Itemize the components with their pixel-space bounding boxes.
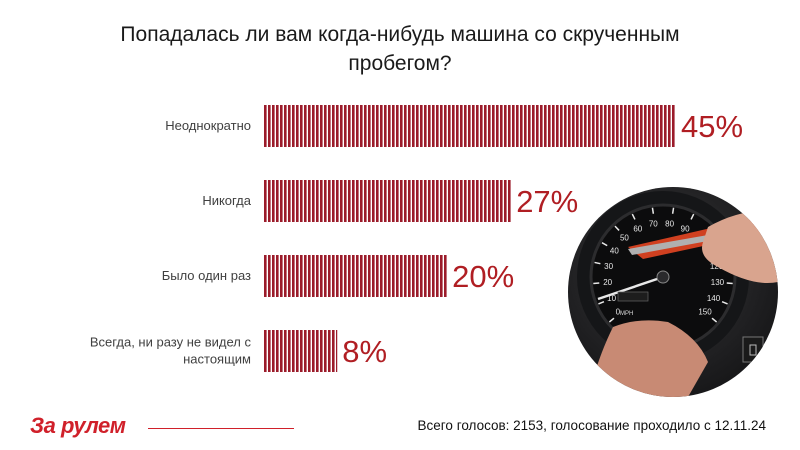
svg-text:140: 140 (707, 294, 721, 303)
svg-text:130: 130 (711, 278, 725, 287)
category-label-1: Никогда (202, 193, 251, 208)
bar-2 (264, 255, 448, 297)
value-label-2: 20% (452, 259, 514, 294)
svg-text:150: 150 (698, 308, 712, 317)
logo-underline (148, 428, 294, 429)
svg-text:50: 50 (620, 234, 629, 243)
bar-1 (264, 180, 512, 222)
category-label-3: Всегда, ни разу не видел с настоящим (90, 335, 252, 367)
brand-logo: За рулем (30, 413, 126, 438)
category-label-2: Было один раз (162, 268, 251, 283)
chart-title-line-1: Попадалась ли вам когда-нибудь машина со… (120, 23, 680, 46)
odometer-photo: 0102030405060708090100110120130140150 MP… (568, 187, 778, 397)
svg-text:20: 20 (603, 278, 612, 287)
svg-text:MPH: MPH (620, 311, 633, 317)
bar-3 (264, 330, 338, 372)
svg-text:0: 0 (616, 308, 621, 317)
odometer-illustration: 0102030405060708090100110120130140150 MP… (577, 191, 778, 397)
chart-title-line-2: пробегом? (348, 52, 452, 75)
category-label-0: Неоднократно (165, 118, 251, 133)
value-label-1: 27% (516, 184, 578, 219)
svg-text:60: 60 (633, 224, 642, 233)
svg-text:90: 90 (681, 224, 690, 233)
bar-0 (264, 105, 676, 147)
svg-text:40: 40 (610, 247, 619, 256)
svg-text:10: 10 (607, 294, 616, 303)
svg-text:80: 80 (665, 220, 674, 229)
footer-note: Всего голосов: 2153, голосование проходи… (417, 418, 766, 433)
chart-title: Попадалась ли вам когда-нибудь машина со… (60, 20, 740, 78)
svg-text:70: 70 (649, 220, 658, 229)
svg-text:30: 30 (604, 262, 613, 271)
value-label-0: 45% (681, 109, 743, 144)
value-label-3: 8% (342, 334, 387, 369)
